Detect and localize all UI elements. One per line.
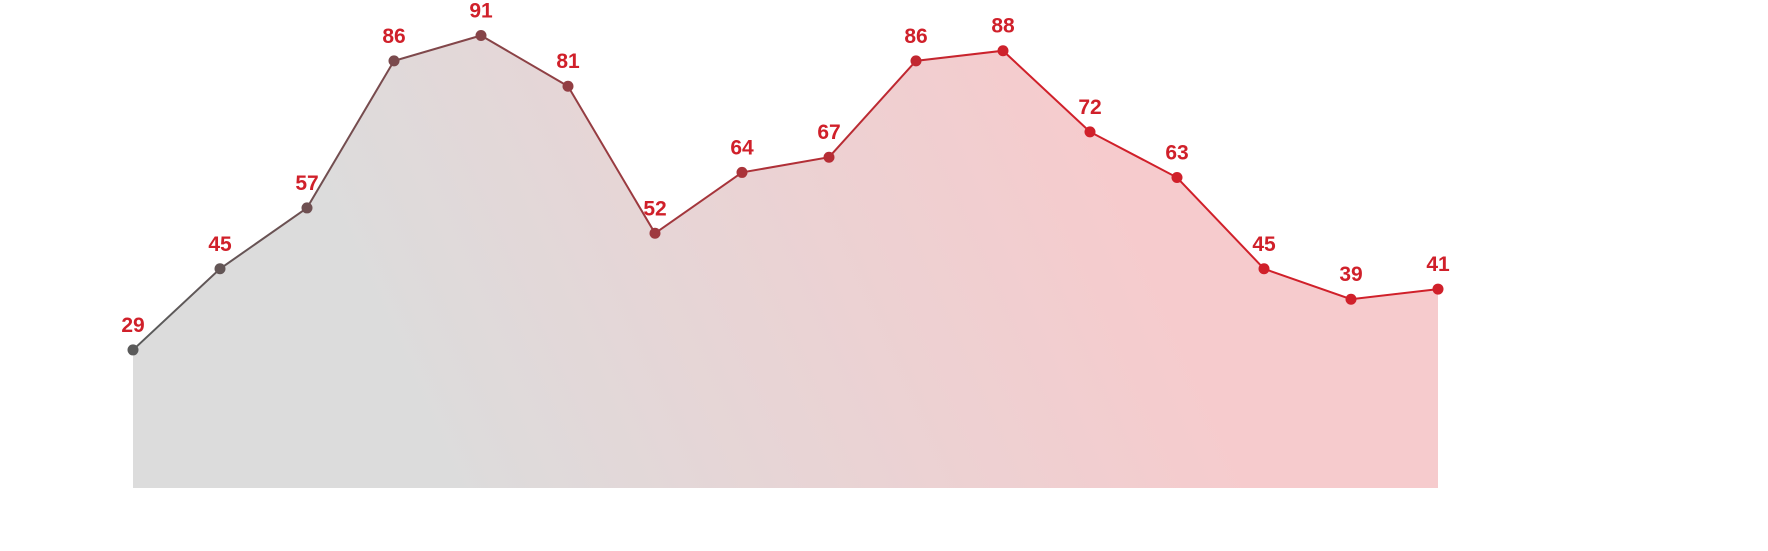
data-label: 45 — [208, 233, 232, 256]
data-point — [301, 202, 313, 214]
data-point — [910, 55, 922, 67]
data-point — [736, 166, 748, 178]
area — [133, 35, 1438, 488]
data-point — [388, 55, 400, 67]
data-label: 86 — [904, 25, 927, 48]
data-label: 64 — [730, 136, 754, 159]
data-point — [562, 80, 574, 92]
data-label: 67 — [817, 121, 840, 144]
data-label: 72 — [1078, 96, 1101, 119]
data-point — [1171, 172, 1183, 183]
data-point — [1432, 283, 1444, 295]
data-label: 39 — [1339, 263, 1362, 286]
data-point — [1258, 263, 1270, 275]
data-point — [214, 263, 226, 275]
line — [132, 34, 1439, 351]
data-label: 52 — [643, 197, 666, 220]
data-label: 91 — [469, 0, 493, 23]
data-label: 88 — [991, 15, 1015, 38]
data-point — [649, 227, 661, 239]
data-label: 45 — [1252, 233, 1276, 256]
data-label: 81 — [556, 50, 580, 73]
data-label: 86 — [382, 25, 405, 48]
data-point — [823, 151, 835, 163]
data-point — [475, 30, 487, 41]
data-point — [127, 344, 139, 356]
data-label: 41 — [1426, 253, 1450, 276]
data-point — [997, 45, 1009, 57]
data-point — [1084, 126, 1096, 138]
data-point — [1345, 293, 1357, 305]
data-label: 57 — [295, 172, 318, 195]
data-label: 29 — [121, 314, 144, 337]
data-label: 63 — [1165, 142, 1188, 165]
